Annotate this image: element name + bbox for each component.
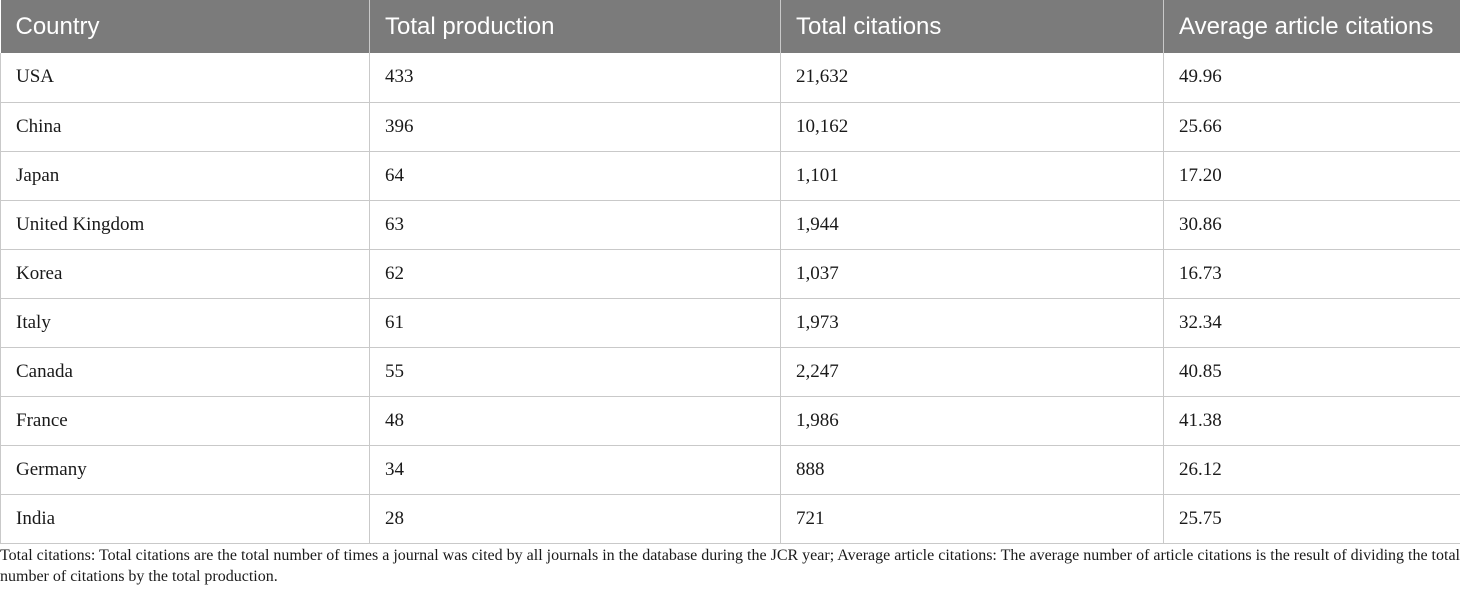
cell-country: Germany xyxy=(0,445,370,495)
cell-total-citations: 2,247 xyxy=(780,347,1164,397)
cell-country: China xyxy=(0,102,370,152)
table-footnote: Total citations: Total citations are the… xyxy=(0,547,1460,585)
table-row: Canada 55 2,247 40.85 xyxy=(0,347,1460,397)
cell-country: India xyxy=(0,494,370,544)
cell-total-production: 48 xyxy=(369,396,781,446)
cell-average-article-citations: 16.73 xyxy=(1163,249,1460,299)
cell-total-production: 433 xyxy=(369,53,781,103)
cell-country: Italy xyxy=(0,298,370,348)
cell-total-citations: 888 xyxy=(780,445,1164,495)
cell-average-article-citations: 17.20 xyxy=(1163,151,1460,201)
cell-country: USA xyxy=(0,53,370,103)
header-total-production: Total production xyxy=(369,0,781,53)
cell-total-production: 28 xyxy=(369,494,781,544)
cell-total-citations: 10,162 xyxy=(780,102,1164,152)
cell-total-production: 34 xyxy=(369,445,781,495)
cell-country: United Kingdom xyxy=(0,200,370,250)
header-total-citations: Total citations xyxy=(780,0,1164,53)
cell-total-citations: 1,101 xyxy=(780,151,1164,201)
cell-total-citations: 1,973 xyxy=(780,298,1164,348)
cell-country: Japan xyxy=(0,151,370,201)
cell-average-article-citations: 49.96 xyxy=(1163,53,1460,103)
data-table-container: Country Total production Total citations… xyxy=(0,0,1460,544)
cell-country: Korea xyxy=(0,249,370,299)
table-row: France 48 1,986 41.38 xyxy=(0,396,1460,446)
cell-country: Canada xyxy=(0,347,370,397)
cell-average-article-citations: 40.85 xyxy=(1163,347,1460,397)
table-row: India 28 721 25.75 xyxy=(0,494,1460,544)
country-citations-table: Country Total production Total citations… xyxy=(0,0,1460,544)
table-row: Japan 64 1,101 17.20 xyxy=(0,151,1460,201)
table-row: Germany 34 888 26.12 xyxy=(0,445,1460,495)
cell-total-citations: 721 xyxy=(780,494,1164,544)
cell-total-production: 64 xyxy=(369,151,781,201)
table-row: USA 433 21,632 49.96 xyxy=(0,53,1460,103)
cell-average-article-citations: 25.75 xyxy=(1163,494,1460,544)
cell-average-article-citations: 41.38 xyxy=(1163,396,1460,446)
table-row: Italy 61 1,973 32.34 xyxy=(0,298,1460,348)
table-row: China 396 10,162 25.66 xyxy=(0,102,1460,152)
cell-total-citations: 1,986 xyxy=(780,396,1164,446)
cell-total-citations: 1,037 xyxy=(780,249,1164,299)
table-header-row: Country Total production Total citations… xyxy=(0,0,1460,53)
cell-total-citations: 21,632 xyxy=(780,53,1164,103)
header-country: Country xyxy=(0,0,370,53)
cell-total-production: 63 xyxy=(369,200,781,250)
cell-total-citations: 1,944 xyxy=(780,200,1164,250)
cell-total-production: 396 xyxy=(369,102,781,152)
cell-country: France xyxy=(0,396,370,446)
cell-average-article-citations: 26.12 xyxy=(1163,445,1460,495)
cell-average-article-citations: 30.86 xyxy=(1163,200,1460,250)
header-average-article-citations: Average article citations xyxy=(1163,0,1460,53)
cell-average-article-citations: 32.34 xyxy=(1163,298,1460,348)
table-row: United Kingdom 63 1,944 30.86 xyxy=(0,200,1460,250)
cell-average-article-citations: 25.66 xyxy=(1163,102,1460,152)
cell-total-production: 61 xyxy=(369,298,781,348)
table-row: Korea 62 1,037 16.73 xyxy=(0,249,1460,299)
cell-total-production: 55 xyxy=(369,347,781,397)
cell-total-production: 62 xyxy=(369,249,781,299)
